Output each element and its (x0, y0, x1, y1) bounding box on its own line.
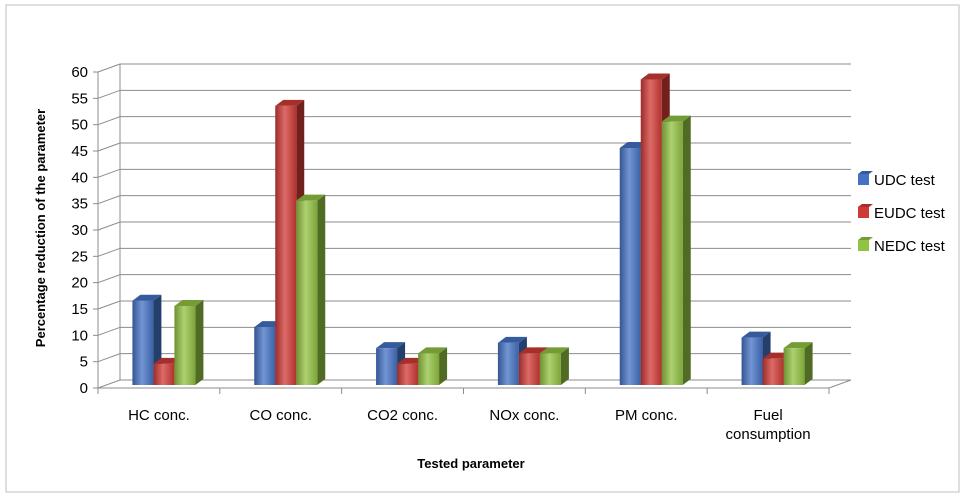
bar-top (296, 194, 326, 201)
x-tick-labels: HC conc. CO conc. CO2 conc. NOx conc. PM con… (128, 407, 811, 443)
bar-front (418, 353, 440, 385)
bar-front (619, 148, 641, 385)
legend-swatch (858, 240, 869, 251)
floor-plane (97, 379, 852, 389)
legend-label: NEDC test (874, 238, 946, 255)
bar-front (254, 327, 276, 385)
legend-item: NEDC test (858, 237, 946, 255)
legend-label: UDC test (874, 172, 936, 189)
y-axis-title: Percentage reduction of the parameter (33, 109, 48, 347)
bar-front (518, 353, 540, 385)
bar-side (317, 194, 326, 385)
legend-item: EUDC test (858, 204, 946, 222)
bar-front (762, 358, 784, 385)
bar (783, 342, 813, 385)
bar-top (132, 294, 162, 301)
bar-front (783, 348, 805, 385)
legend-swatch (858, 207, 869, 218)
x-tick-label: Fuel (753, 407, 782, 424)
x-tick-label: HC conc. (128, 407, 190, 424)
bar-top (661, 115, 691, 122)
legend: UDC test EUDC test NEDC test (858, 171, 946, 255)
y-tick-label: 35 (71, 196, 88, 213)
bar (174, 300, 204, 385)
axes (93, 64, 830, 394)
legend-swatch (858, 174, 869, 185)
y-tick-label: 40 (71, 169, 88, 186)
y-tick-labels: 0 5 10 15 20 25 30 35 40 45 50 55 60 (71, 64, 88, 397)
y-tick-label: 15 (71, 301, 88, 318)
bar (539, 347, 569, 385)
y-tick-label: 10 (71, 327, 88, 344)
bar-side (439, 347, 448, 385)
bar-top (275, 99, 305, 106)
legend-swatch-top (858, 171, 873, 174)
bar-front (741, 337, 763, 385)
bar-front (539, 353, 561, 385)
bar (296, 194, 326, 385)
y-tick-label: 60 (71, 64, 88, 81)
legend-swatch-top (858, 204, 873, 207)
bar-front (661, 121, 683, 386)
chart-floor (97, 379, 852, 389)
bar-top (497, 336, 527, 343)
x-axis-title: Tested parameter (417, 456, 524, 471)
x-tick-label: CO2 conc. (367, 407, 438, 424)
y-tick-label: 5 (80, 354, 88, 371)
bar-top (174, 300, 204, 306)
legend-label: EUDC test (874, 205, 946, 222)
bar (376, 342, 406, 385)
y-tick-label: 25 (71, 248, 88, 265)
bar (418, 347, 448, 385)
bar-front (376, 348, 398, 385)
x-tick-label: CO conc. (249, 407, 312, 424)
bar-side (682, 115, 691, 386)
x-tick-label: consumption (726, 426, 811, 443)
bar-top (783, 342, 813, 349)
x-tick-label: NOx conc. (489, 407, 559, 424)
y-tick-label: 45 (71, 143, 88, 160)
y-tick-label: 30 (71, 222, 88, 239)
bar-top (640, 73, 670, 80)
bar-front (397, 363, 419, 385)
bar-side (195, 300, 204, 385)
y-tick-label: 20 (71, 275, 88, 292)
y-tick-label: 55 (71, 90, 88, 107)
bar-top (418, 347, 448, 354)
bar-top (518, 347, 548, 354)
bar-side (804, 342, 813, 385)
bar-side (560, 347, 569, 385)
bar-top (741, 331, 771, 338)
bar-front (275, 105, 297, 385)
bar-front (640, 79, 662, 386)
bar (661, 115, 691, 386)
y-tick-label: 0 (80, 380, 88, 397)
bar-front (296, 200, 318, 385)
legend-item: UDC test (858, 171, 936, 189)
y-tick-label: 50 (71, 117, 88, 134)
bar-front (497, 342, 519, 385)
bar-top (376, 342, 406, 349)
bar-front (174, 306, 196, 385)
bar-front (132, 300, 154, 385)
x-tick-label: PM conc. (615, 407, 678, 424)
bars (132, 73, 813, 386)
legend-swatch-top (858, 237, 873, 240)
bar-top (539, 347, 569, 354)
bar-front (153, 363, 175, 385)
